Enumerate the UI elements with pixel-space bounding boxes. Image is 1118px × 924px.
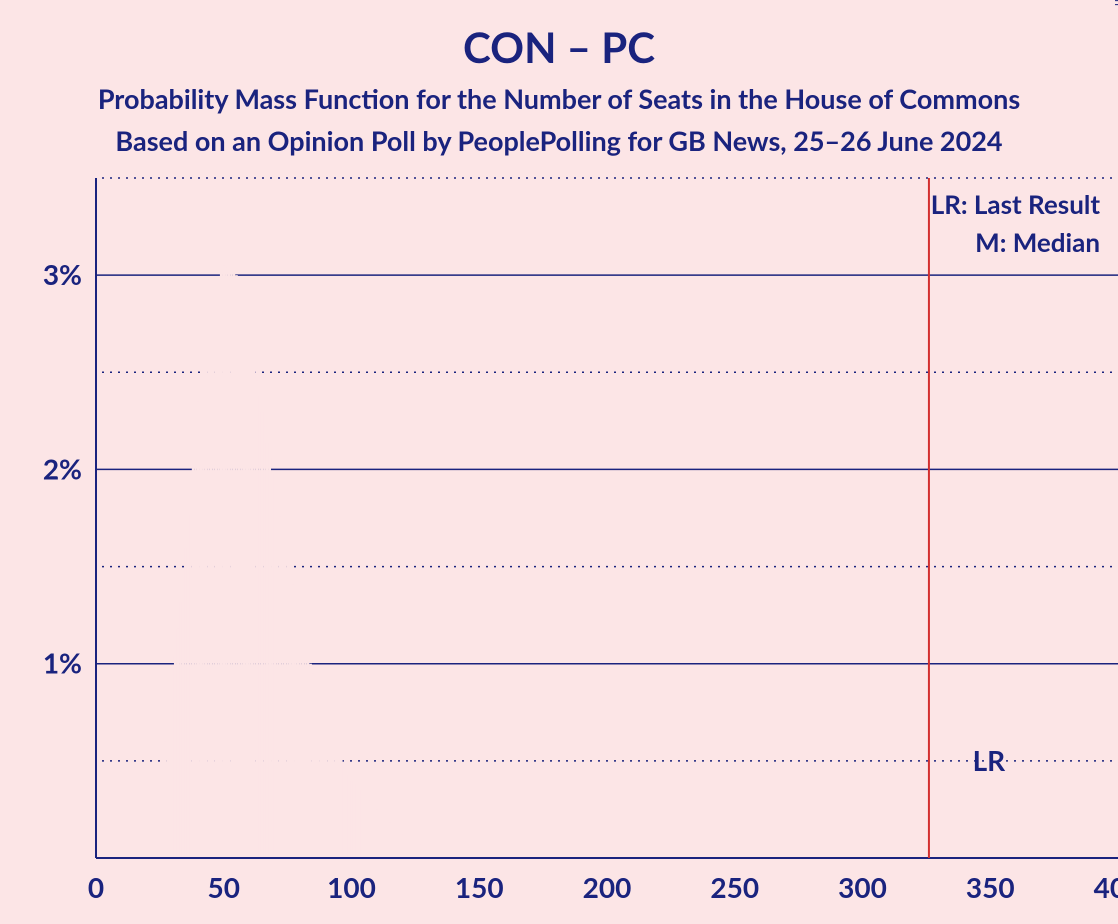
legend-m: M: Median — [975, 226, 1100, 258]
svg-text:3%: 3% — [43, 257, 82, 291]
svg-text:200: 200 — [583, 870, 632, 904]
svg-text:300: 300 — [838, 870, 887, 904]
chart-plot: 1% 2% 3% 0 50 100 150 200 250 300 350 400 LR LR: Last… — [0, 0, 1118, 924]
svg-text:100: 100 — [327, 870, 376, 904]
svg-text:350: 350 — [966, 870, 1015, 904]
svg-text:400: 400 — [1094, 870, 1118, 904]
svg-text:2%: 2% — [43, 451, 82, 485]
svg-text:0: 0 — [88, 870, 104, 904]
svg-text:50: 50 — [208, 870, 240, 904]
svg-text:250: 250 — [710, 870, 759, 904]
lr-marker-label: LR — [973, 743, 1007, 777]
svg-text:150: 150 — [455, 870, 504, 904]
legend-lr: LR: Last Result — [931, 188, 1101, 220]
svg-text:1%: 1% — [43, 646, 82, 680]
